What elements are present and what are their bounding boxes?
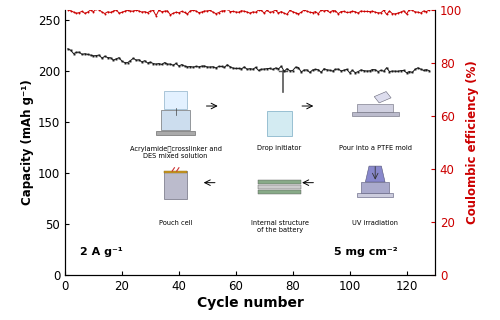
Y-axis label: Capacity (mAh g⁻¹): Capacity (mAh g⁻¹): [20, 80, 34, 205]
Y-axis label: Coulombic efficiency (%): Coulombic efficiency (%): [466, 60, 479, 224]
Text: 5 mg cm⁻²: 5 mg cm⁻²: [334, 247, 398, 257]
X-axis label: Cycle number: Cycle number: [196, 296, 304, 310]
Text: 2 A g⁻¹: 2 A g⁻¹: [80, 247, 122, 257]
